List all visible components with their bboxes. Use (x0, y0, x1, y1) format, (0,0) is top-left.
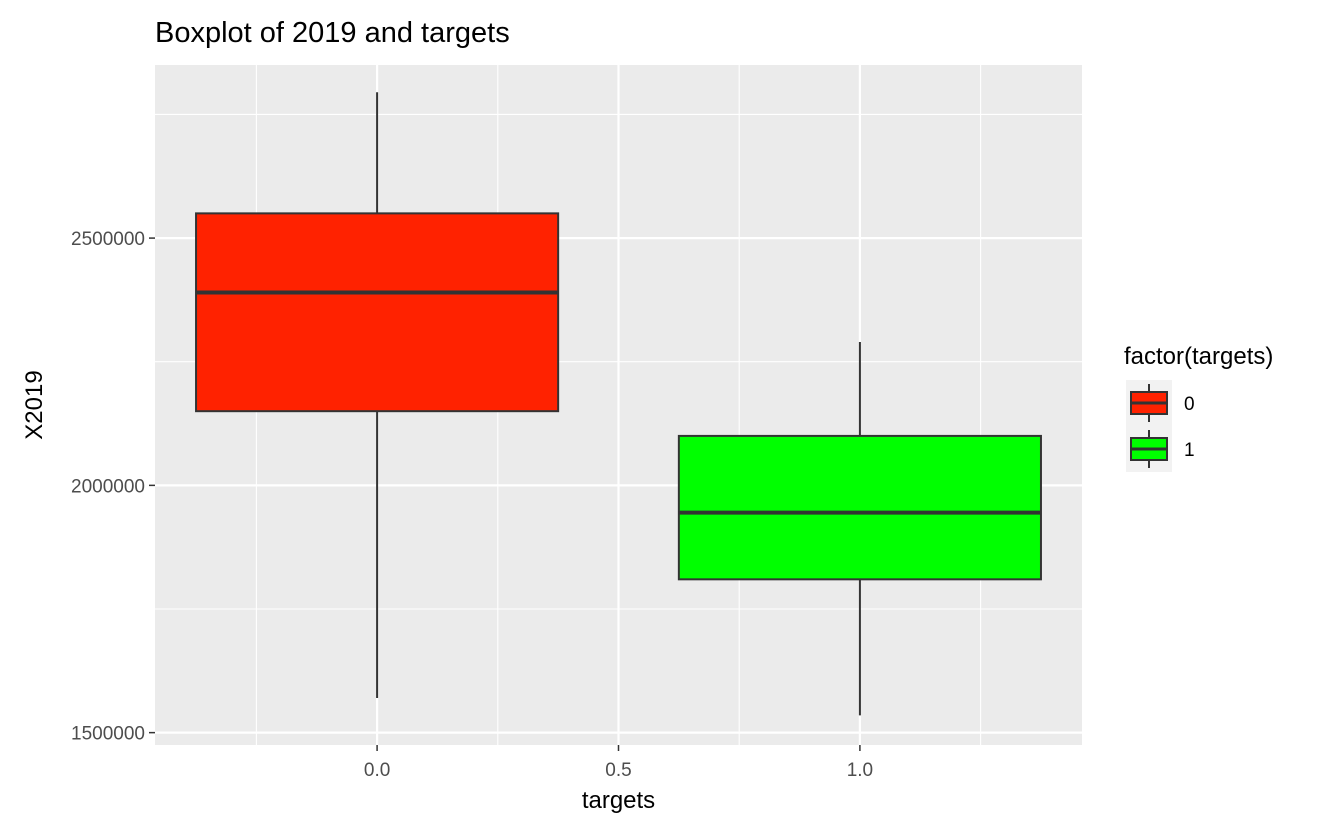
legend-title: factor(targets) (1124, 343, 1273, 370)
box-iqr (195, 212, 560, 413)
box-group-1 (677, 341, 1042, 716)
x-axis-title: targets (582, 787, 655, 814)
box-group-0 (195, 92, 560, 699)
legend-item-0: 0 (1126, 380, 1195, 426)
axes-layer: 0.0 0.5 1.0 1500000 2000000 2500000 (71, 229, 873, 781)
y-tick-label: 2500000 (71, 229, 145, 250)
y-axis-title: X2019 (21, 370, 48, 439)
legend: factor(targets) 01 (1124, 343, 1273, 472)
legend-label: 0 (1184, 394, 1195, 415)
chart-title: Boxplot of 2019 and targets (155, 17, 510, 49)
legend-label: 1 (1184, 440, 1195, 461)
x-tick-label: 1.0 (847, 760, 873, 781)
legend-item-1: 1 (1126, 426, 1195, 472)
box-iqr (677, 434, 1042, 581)
boxes-layer (195, 92, 1042, 716)
legend-keys: 01 (1126, 380, 1195, 472)
x-tick-label: 0.5 (605, 760, 631, 781)
y-tick-label: 1500000 (71, 724, 145, 745)
y-tick-label: 2000000 (71, 476, 145, 497)
x-tick-label: 0.0 (364, 760, 390, 781)
